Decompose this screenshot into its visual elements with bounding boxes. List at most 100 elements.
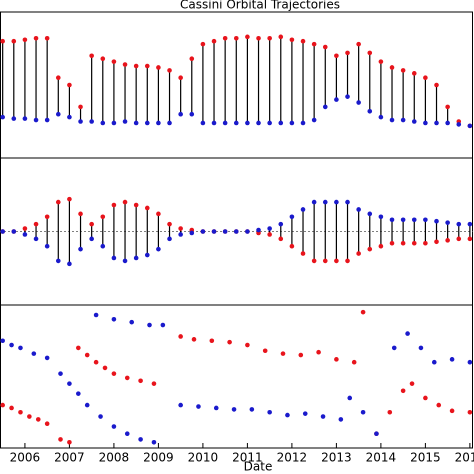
point	[44, 214, 50, 220]
point	[405, 331, 410, 336]
point	[280, 351, 286, 356]
point	[167, 221, 172, 227]
point	[156, 120, 161, 126]
point	[189, 56, 195, 62]
point	[200, 41, 206, 47]
point	[213, 405, 219, 411]
x-tick-label: 2013	[321, 451, 352, 465]
point	[449, 408, 455, 414]
point	[233, 120, 239, 126]
point	[256, 227, 261, 233]
point	[367, 246, 373, 252]
point	[9, 342, 14, 348]
point	[467, 359, 473, 365]
point	[133, 255, 139, 261]
point	[289, 120, 295, 126]
point	[111, 120, 117, 126]
x-tick-label: 2009	[143, 451, 174, 465]
point	[178, 334, 183, 339]
point	[222, 120, 228, 126]
point	[55, 199, 61, 205]
point	[245, 229, 250, 234]
point	[111, 317, 117, 322]
point	[378, 114, 384, 120]
point	[409, 381, 415, 386]
point	[445, 220, 450, 225]
point	[11, 229, 17, 234]
point	[334, 53, 339, 59]
point	[411, 119, 417, 124]
point	[11, 38, 17, 44]
point	[111, 255, 117, 261]
point	[89, 53, 94, 59]
point	[360, 309, 366, 315]
point	[78, 104, 83, 110]
point	[93, 312, 99, 318]
point	[249, 407, 255, 412]
point	[98, 414, 103, 419]
point	[11, 116, 17, 121]
point	[302, 411, 308, 416]
point	[400, 68, 406, 73]
point	[431, 359, 437, 365]
point	[356, 251, 361, 256]
point	[400, 240, 406, 246]
point	[267, 35, 272, 41]
chart-title: Cassini Orbital Trajectories	[180, 0, 340, 12]
point	[389, 65, 395, 70]
point	[44, 243, 50, 249]
point	[320, 414, 326, 419]
panel-frame	[0, 304, 473, 449]
point	[256, 120, 261, 126]
point	[311, 117, 317, 123]
point	[278, 120, 284, 126]
point	[267, 226, 272, 231]
point	[345, 50, 350, 56]
point	[58, 371, 63, 376]
point	[387, 409, 393, 415]
point	[78, 119, 83, 124]
point	[138, 437, 143, 442]
point	[156, 211, 161, 217]
point	[389, 117, 395, 123]
point	[33, 35, 39, 41]
point	[100, 56, 106, 62]
point	[378, 214, 384, 220]
point	[434, 120, 439, 126]
point	[445, 104, 450, 110]
point	[400, 217, 406, 223]
point	[245, 34, 250, 40]
point	[0, 114, 5, 120]
point	[278, 236, 284, 242]
point	[122, 62, 128, 67]
point	[160, 322, 166, 328]
point	[44, 117, 50, 123]
point	[67, 261, 72, 267]
point	[334, 357, 339, 362]
point	[102, 365, 108, 371]
point	[467, 236, 473, 242]
point	[67, 439, 72, 445]
point	[58, 437, 63, 442]
point	[278, 221, 284, 227]
point	[267, 409, 272, 415]
x-tick-label: 2008	[99, 451, 130, 465]
point	[367, 108, 373, 114]
point	[0, 229, 5, 234]
point	[55, 75, 61, 80]
point	[144, 205, 150, 211]
point	[345, 258, 350, 264]
x-axis-label: Date	[244, 460, 273, 474]
point	[167, 68, 172, 73]
point	[144, 252, 150, 258]
point	[122, 258, 128, 264]
point	[111, 59, 117, 64]
point	[356, 100, 361, 105]
point	[0, 402, 5, 408]
point	[0, 338, 5, 344]
point	[111, 371, 117, 376]
point	[67, 381, 72, 386]
point	[18, 409, 23, 415]
point	[178, 75, 183, 80]
point	[147, 322, 152, 328]
